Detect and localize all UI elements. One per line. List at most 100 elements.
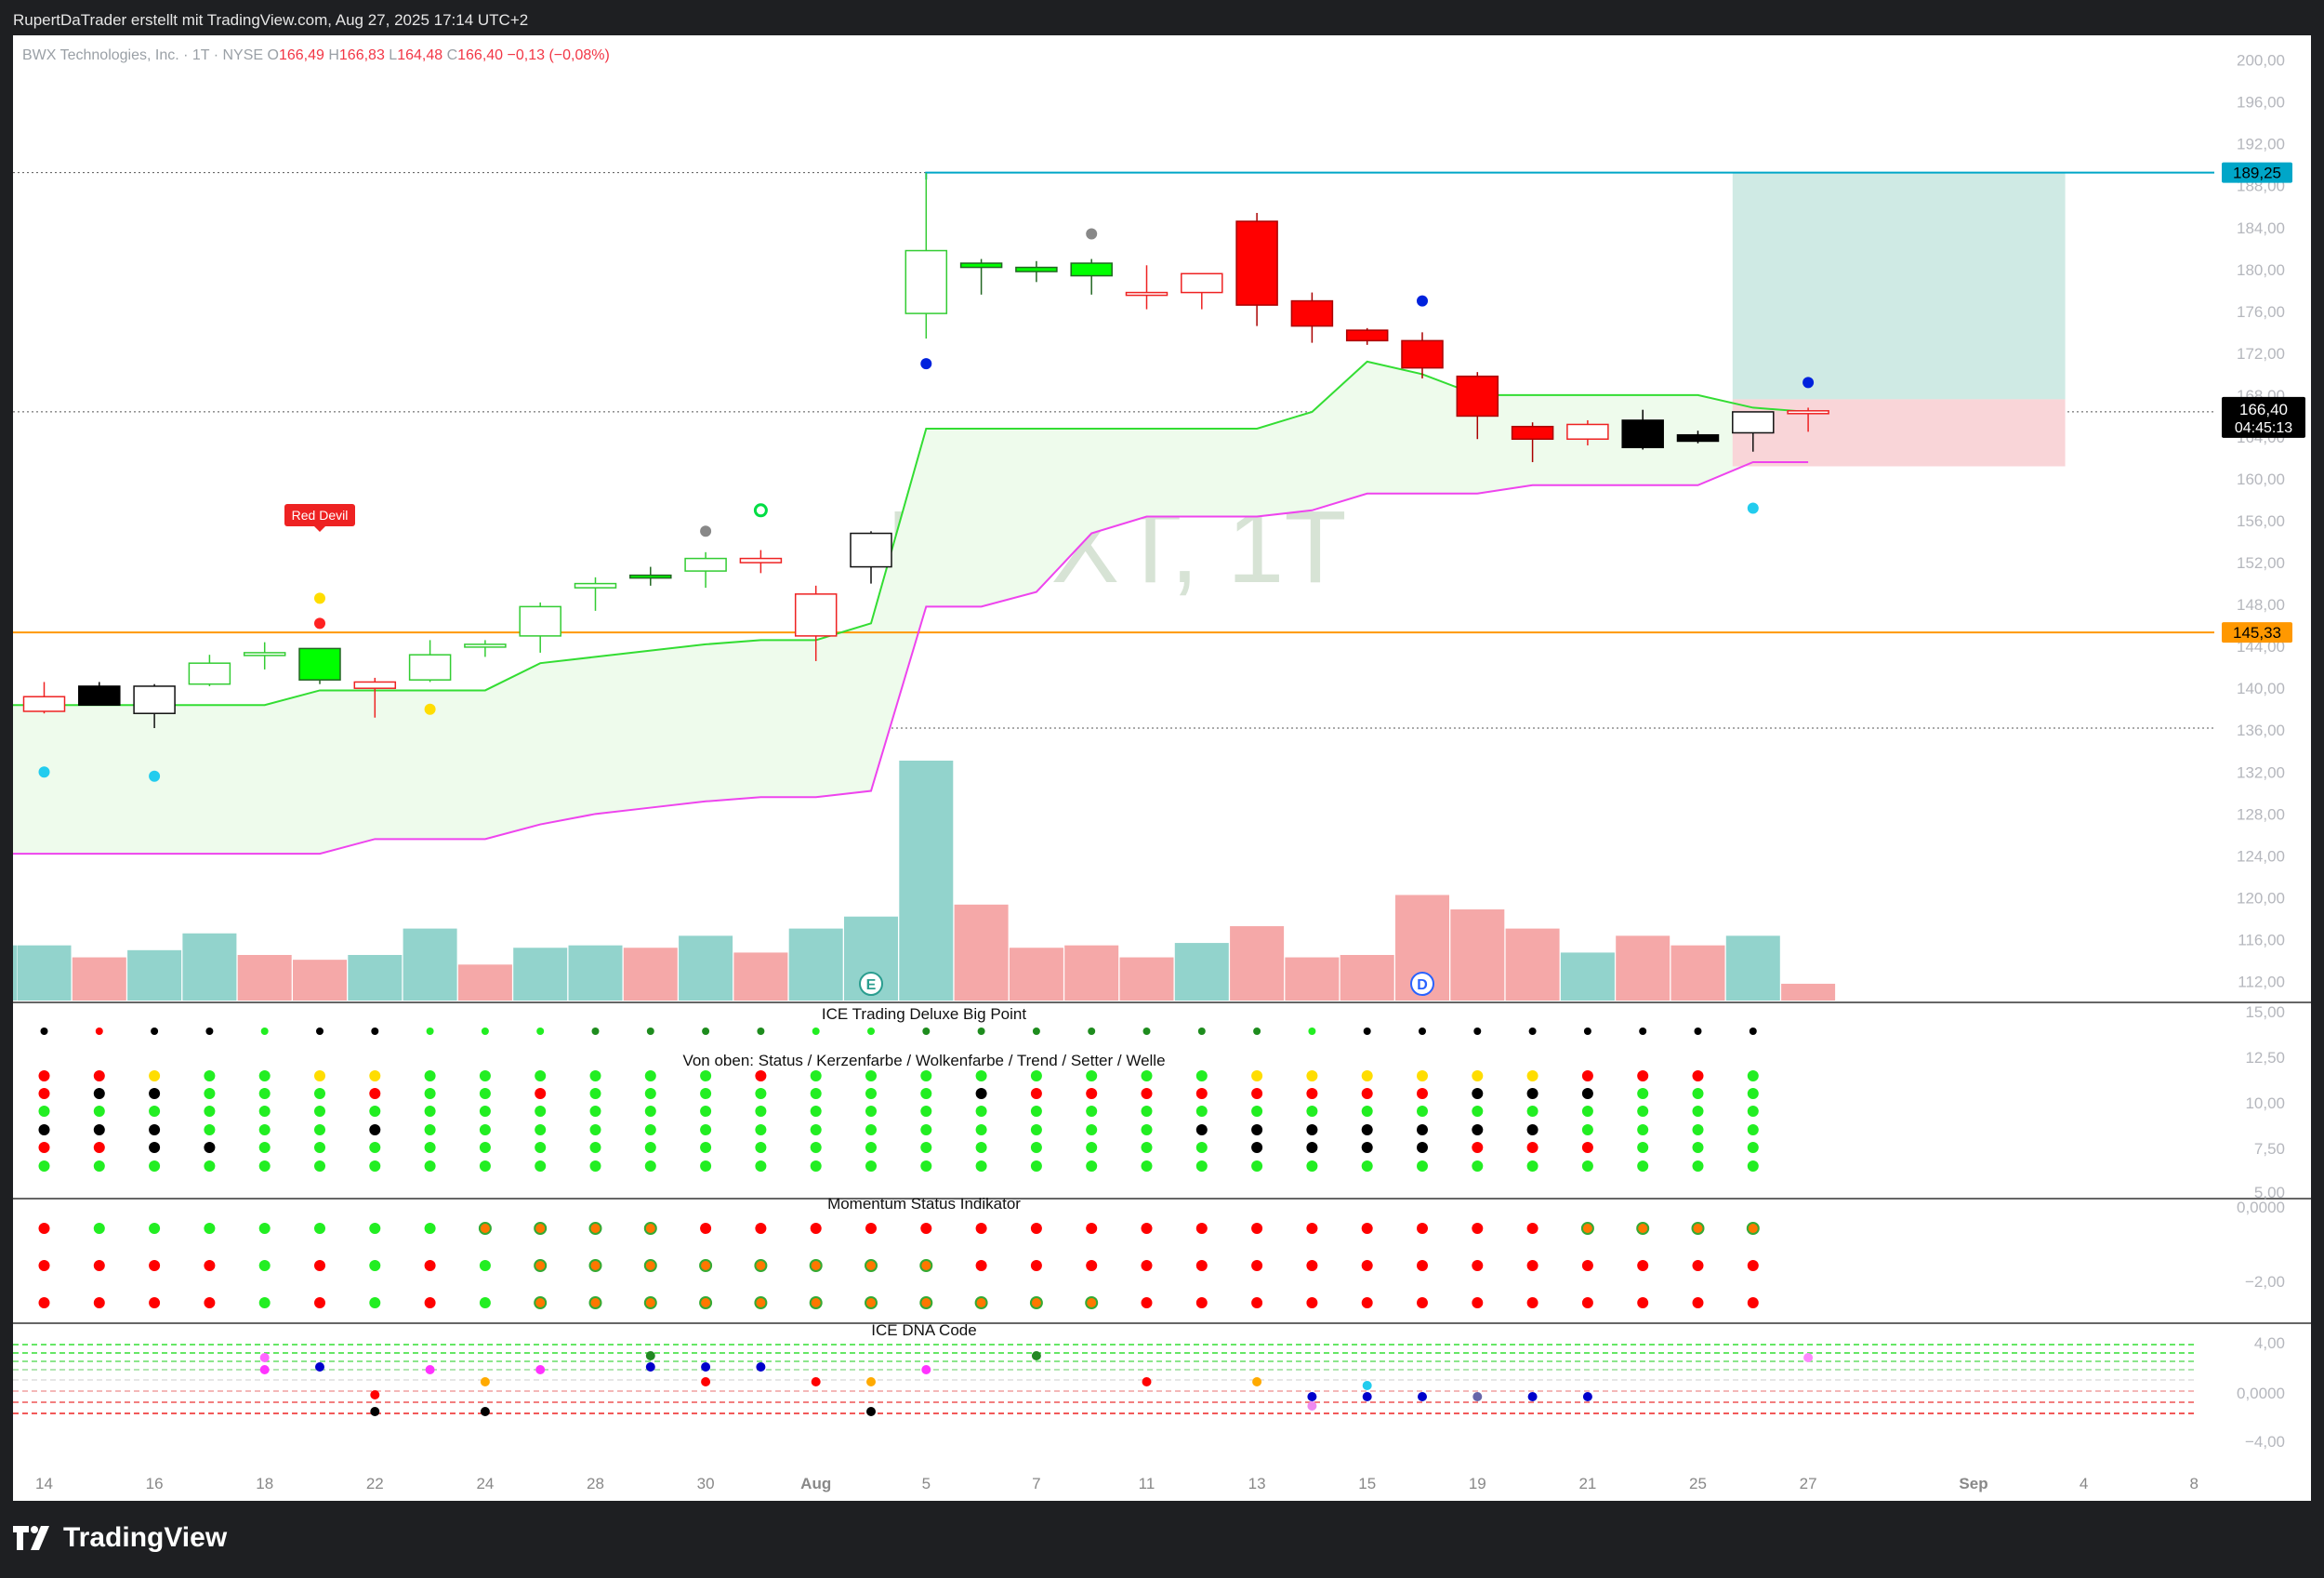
status-dot (865, 1070, 877, 1081)
candle-body[interactable] (1235, 220, 1278, 306)
status-dot (1086, 1106, 1098, 1117)
candle-body[interactable] (959, 262, 1003, 269)
candle-body[interactable] (243, 652, 286, 656)
candle-body[interactable] (519, 605, 561, 637)
status-dot (1747, 1124, 1759, 1135)
momentum-dot (643, 1259, 657, 1272)
candle-body[interactable] (1456, 375, 1499, 418)
candle-body[interactable] (1290, 299, 1334, 327)
momentum-dot (479, 1297, 491, 1308)
candle-body[interactable] (78, 685, 121, 706)
dna-dot (1362, 1381, 1372, 1390)
status-dot (1306, 1160, 1318, 1172)
volume-bar (1009, 948, 1063, 1001)
candle-body[interactable] (1125, 291, 1169, 297)
status-dot (589, 1088, 601, 1099)
status-dot (149, 1160, 161, 1172)
dna-dot (315, 1362, 324, 1372)
status-dot (1086, 1070, 1098, 1081)
status-dot (755, 1124, 767, 1135)
legend-change: −0,13 (−0,08%) (503, 47, 610, 63)
candle-body[interactable] (1511, 425, 1554, 440)
momentum-dot (1692, 1260, 1704, 1271)
event-marker[interactable] (859, 972, 883, 996)
status-dot (810, 1124, 822, 1135)
y-tick-label: 192,00 (2237, 136, 2285, 153)
candle-body[interactable] (1676, 433, 1720, 443)
candle-body[interactable] (684, 557, 727, 572)
volume-bar (1285, 957, 1340, 1001)
dna-dot (1418, 1392, 1427, 1401)
status-dot (204, 1142, 216, 1153)
candle-body[interactable] (1566, 423, 1609, 440)
status-dot (93, 1142, 105, 1153)
big-point-y-tick: 15,00 (2245, 1003, 2285, 1021)
candle-body[interactable] (574, 582, 617, 589)
candle-body[interactable] (850, 532, 892, 568)
chart-panel[interactable]: BWXT, 1T 200,00 196,00 192,00 188,00 184,00 18… (13, 35, 2311, 1501)
candle-body[interactable] (905, 249, 948, 314)
status-dot (1251, 1070, 1263, 1081)
status-dot (1251, 1160, 1263, 1172)
candle-body[interactable] (188, 662, 231, 685)
candle-body[interactable] (1401, 339, 1444, 369)
attribution-text: RupertDaTrader erstellt mit TradingView.… (13, 11, 529, 29)
tradingview-logo[interactable]: TradingView (13, 1522, 227, 1554)
candle-body[interactable] (1181, 272, 1223, 294)
dna-dot (259, 1353, 270, 1362)
signal-label-box (284, 504, 355, 527)
position-target-zone[interactable] (1732, 172, 2066, 400)
status-dot (1692, 1142, 1704, 1153)
candle-body[interactable] (1070, 262, 1113, 277)
status-dot (865, 1124, 877, 1135)
status-dot (1747, 1088, 1759, 1099)
status-dot (1692, 1088, 1704, 1099)
dna-y-tick: 4,00 (2254, 1334, 2285, 1352)
big-point-dot (1583, 1028, 1591, 1035)
momentum-dot (1637, 1297, 1649, 1308)
momentum-dot (1691, 1222, 1705, 1235)
big-point-dot (1253, 1028, 1261, 1035)
chart-svg[interactable]: BWXT, 1T200,00196,00192,00188,00184,0018… (13, 35, 2311, 1501)
candle-body[interactable] (794, 593, 838, 637)
candle-body[interactable] (408, 654, 452, 681)
y-tick-label: 156,00 (2237, 512, 2285, 530)
x-tick-label: 18 (256, 1475, 273, 1492)
status-dot (920, 1070, 932, 1081)
momentum-dot (258, 1223, 271, 1234)
candle-body[interactable] (464, 643, 507, 648)
momentum-dot (479, 1260, 491, 1271)
event-marker[interactable] (1410, 972, 1434, 996)
status-dot (38, 1106, 50, 1117)
dna-dot (921, 1365, 931, 1374)
momentum-dot (1581, 1260, 1593, 1271)
candle-body[interactable] (22, 696, 66, 712)
big-point-dot (702, 1028, 710, 1035)
candle-body[interactable] (1621, 419, 1664, 448)
status-dot (1637, 1106, 1649, 1117)
momentum-dot (1306, 1297, 1318, 1308)
candle-body[interactable] (739, 557, 783, 564)
candle-body[interactable] (298, 647, 341, 681)
candle-body[interactable] (629, 574, 672, 579)
status-dot (1692, 1160, 1704, 1172)
y-tick-label: 184,00 (2237, 219, 2285, 237)
candle-body[interactable] (133, 685, 176, 714)
lower-band-line (13, 460, 1809, 855)
status-dot (975, 1160, 987, 1172)
big-point-dot (536, 1028, 545, 1035)
y-tick-label: 128,00 (2237, 805, 2285, 823)
momentum-dot (1086, 1223, 1098, 1234)
status-dot (1747, 1160, 1759, 1172)
x-tick-label: 5 (922, 1475, 931, 1492)
candle-body[interactable] (353, 681, 397, 689)
big-point-dot (260, 1028, 269, 1035)
status-dot (424, 1106, 436, 1117)
status-dot (1417, 1106, 1428, 1117)
candle-body[interactable] (1015, 266, 1058, 272)
ohlc-legend: BWX Technologies, Inc. · 1T · NYSE O166,… (22, 47, 610, 63)
status-dot (204, 1160, 216, 1172)
candle-body[interactable] (1732, 411, 1775, 434)
candle-body[interactable] (1345, 329, 1389, 342)
candle-body[interactable] (1787, 410, 1829, 415)
